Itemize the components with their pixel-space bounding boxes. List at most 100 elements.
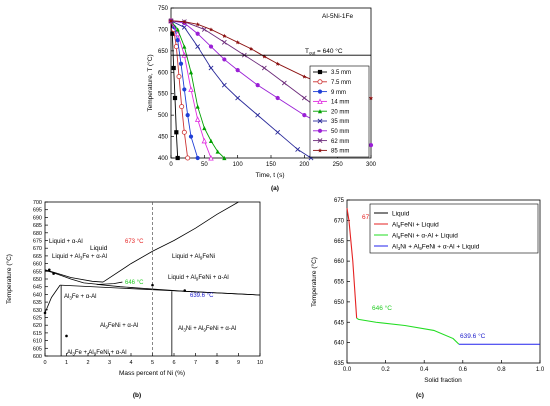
data-point [262,54,267,59]
phase-boundary [44,269,104,283]
y-tick-label: 600 [33,354,42,360]
data-point [222,57,227,62]
data-point [317,128,323,133]
panel-b-xlabel: Mass percent of Ni (%) [119,370,185,377]
data-point [235,40,240,45]
y-tick-label: 640 [33,292,42,298]
y-tick-label: 620 [33,323,42,329]
x-tick-label: 10 [257,360,263,366]
data-point [182,44,187,49]
data-point [175,38,180,43]
panel-a-legend: 3.5 mm 7.5 mm 9 mm 14 mm 20 mm 35 mm 50 mm 62 m… [309,65,370,158]
y-tick-label: 450 [158,135,169,141]
x-tick-label: 3 [108,360,111,366]
data-point [182,87,187,92]
x-tick-label: 200 [299,162,310,168]
data-point [222,155,227,161]
y-tick-label: 645 [33,285,42,291]
x-tick-label: 250 [333,162,344,168]
data-point [188,70,194,75]
data-point [176,74,182,80]
data-point [255,83,260,88]
panel-c-646: 646 °C [372,304,392,312]
legend-entry: 7.5 mm [331,80,351,86]
panel-b-label: (b) [133,392,141,399]
x-tick-label: 0.4 [420,367,429,373]
y-tick-label: 660 [33,262,42,268]
y-tick-label: 550 [158,92,169,98]
data-point [185,113,190,118]
temp-6396: 639.6 °C [190,293,214,299]
panel-b-points [43,268,187,338]
data-point [221,82,227,88]
region-liquid-al9feni: Liquid + Al9FeNi [172,254,215,261]
phase-point [52,272,55,275]
data-point [170,31,175,36]
x-tick-label: 50 [201,162,208,168]
data-point [201,137,208,144]
x-tick-label: 5 [151,360,154,366]
region-liquid: Liquid [90,245,108,252]
data-point [195,155,200,161]
data-point [181,24,187,30]
data-point [208,138,214,143]
data-point [317,138,323,144]
data-point [302,113,307,118]
x-tick-label: 0 [43,360,46,366]
series-line-9mm [170,20,199,159]
temp-646: 646 °C [125,280,144,286]
data-point [208,155,214,161]
panel-a-xlabel: Time, t (s) [255,172,284,179]
data-point [174,130,179,135]
legend-entry: 85 mm [331,149,349,155]
data-point [368,143,374,148]
data-point [261,65,267,71]
y-tick-label: 680 [33,231,42,237]
data-point [275,95,280,101]
panel-c-6396: 639.6 °C [460,332,486,340]
data-point [179,104,185,110]
data-point [182,19,187,24]
y-tick-label: 750 [158,6,169,12]
data-point [172,95,178,101]
panel-a-alloy-label: Al-5Ni-1Fe [322,13,353,20]
data-point [188,86,194,92]
data-point [194,116,201,122]
phase-point [183,289,187,292]
x-tick-label: 150 [266,162,277,168]
data-point [201,27,207,32]
y-tick-label: 665 [334,239,345,245]
x-tick-label: 100 [233,162,244,168]
x-tick-label: 1.0 [536,367,545,373]
panel-c-series [346,208,540,345]
data-point [368,95,374,101]
x-tick-label: 6 [172,360,175,366]
data-point [295,147,301,152]
data-point [317,109,323,114]
panel-c-legend-box [369,203,539,254]
series-line [346,208,358,319]
y-tick-label: 655 [334,280,345,286]
legend-al9feni-liquid: Al9FeNi + Liquid [392,222,439,230]
region-liquid-alpha: Liquid + α-Al [49,239,83,245]
phase-point [43,311,47,315]
legend-entry: 14 mm [331,100,349,106]
y-tick-label: 700 [158,27,169,33]
y-tick-label: 650 [158,49,169,55]
panel-c-label: (c) [416,392,424,399]
y-tick-label: 690 [33,215,42,221]
data-point [235,68,240,73]
panel-c: 0.0 0.2 0.4 0.6 0.8 1.0 635 640 645 650 655 660 665 6… [310,198,545,399]
legend-al9feni-alpha-liquid: Al9FeNi + α-Al + Liquid [392,233,458,241]
y-tick-label: 655 [33,269,42,275]
data-point [195,31,200,36]
x-tick-label: 7 [194,360,197,366]
y-tick-label: 615 [33,331,42,337]
y-tick-label: 670 [334,218,345,224]
panel-a: 0 50 100 150 200 250 300 400 450 500 550 600 650 700 7… [146,6,377,192]
data-point [195,22,200,27]
x-tick-label: 0 [169,162,173,168]
data-point [195,44,201,49]
legend-entry: 35 mm [331,119,349,125]
